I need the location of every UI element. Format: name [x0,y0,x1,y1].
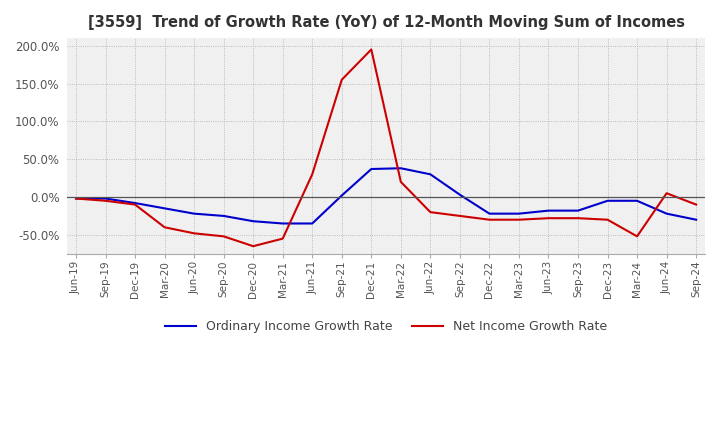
Net Income Growth Rate [131,202,140,207]
Net Income Growth Rate [692,202,701,207]
Title: [3559]  Trend of Growth Rate (YoY) of 12-Month Moving Sum of Incomes: [3559] Trend of Growth Rate (YoY) of 12-… [88,15,685,30]
Ordinary Income Growth Rate [456,192,464,198]
Net Income Growth Rate [279,236,287,241]
Net Income Growth Rate [102,198,110,203]
Ordinary Income Growth Rate [485,211,494,216]
Net Income Growth Rate [338,77,346,82]
Ordinary Income Growth Rate [220,213,228,219]
Ordinary Income Growth Rate [367,166,376,172]
Net Income Growth Rate [485,217,494,222]
Net Income Growth Rate [161,225,169,230]
Ordinary Income Growth Rate [515,211,523,216]
Ordinary Income Growth Rate [279,221,287,226]
Ordinary Income Growth Rate [249,219,258,224]
Ordinary Income Growth Rate [190,211,199,216]
Ordinary Income Growth Rate [308,221,317,226]
Ordinary Income Growth Rate [633,198,642,203]
Ordinary Income Growth Rate [338,193,346,198]
Net Income Growth Rate [544,216,553,221]
Net Income Growth Rate [662,191,671,196]
Ordinary Income Growth Rate [161,206,169,211]
Ordinary Income Growth Rate [544,208,553,213]
Legend: Ordinary Income Growth Rate, Net Income Growth Rate: Ordinary Income Growth Rate, Net Income … [160,315,612,338]
Net Income Growth Rate [456,213,464,219]
Net Income Growth Rate [603,217,612,222]
Ordinary Income Growth Rate [72,196,81,201]
Ordinary Income Growth Rate [603,198,612,203]
Net Income Growth Rate [220,234,228,239]
Net Income Growth Rate [515,217,523,222]
Net Income Growth Rate [367,47,376,52]
Line: Net Income Growth Rate: Net Income Growth Rate [76,49,696,246]
Ordinary Income Growth Rate [131,200,140,205]
Net Income Growth Rate [426,209,435,215]
Net Income Growth Rate [249,244,258,249]
Net Income Growth Rate [308,172,317,177]
Line: Ordinary Income Growth Rate: Ordinary Income Growth Rate [76,168,696,224]
Net Income Growth Rate [72,196,81,201]
Ordinary Income Growth Rate [662,211,671,216]
Net Income Growth Rate [633,234,642,239]
Ordinary Income Growth Rate [397,165,405,171]
Net Income Growth Rate [190,231,199,236]
Net Income Growth Rate [574,216,582,221]
Ordinary Income Growth Rate [574,208,582,213]
Ordinary Income Growth Rate [426,172,435,177]
Ordinary Income Growth Rate [102,196,110,201]
Ordinary Income Growth Rate [692,217,701,222]
Net Income Growth Rate [397,179,405,184]
